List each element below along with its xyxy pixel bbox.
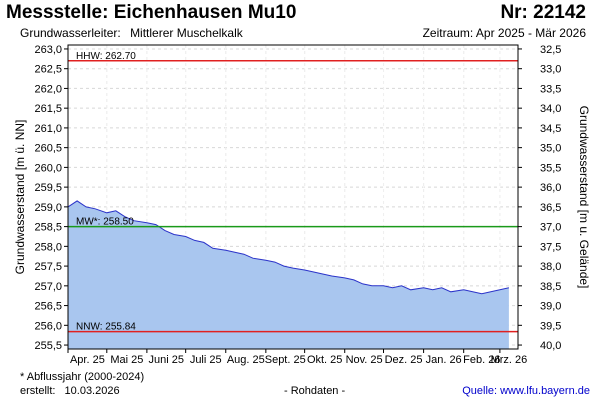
aquifer-info: Grundwasserleiter: Mittlerer Muschelkalk <box>20 26 243 40</box>
y-right-tick-label: 35,0 <box>540 143 561 155</box>
y-right-tick-label: 33,0 <box>540 64 561 76</box>
water-level-area <box>68 200 509 349</box>
y-left-tick-label: 261,5 <box>34 103 62 115</box>
axis-tick-labels: 255,5 256,0 256,5 257,0 257,5 258,0 258,5 259,0… <box>34 44 561 366</box>
station-number: Nr: 22142 <box>500 2 586 23</box>
y-right-tick-label: 35,5 <box>540 162 561 174</box>
aquifer-value: Mittlerer Muschelkalk <box>130 26 243 40</box>
nnw-label: NNW: 255.84 <box>76 322 136 333</box>
source-link[interactable]: Quelle: www.lfu.bayern.de <box>462 385 590 397</box>
y-left-tick-label: 256,0 <box>34 320 62 332</box>
x-tick-label: Nov. 25 <box>346 354 383 366</box>
reference-lines: HHW: 262.70 MW*: 258.50 NNW: 255.84 <box>68 51 518 333</box>
y-right-tick-label: 36,0 <box>540 182 561 194</box>
y-left-tick-label: 257,5 <box>34 261 62 273</box>
y-left-tick-label: 259,5 <box>34 182 62 194</box>
x-tick-label: Okt. 25 <box>307 354 342 366</box>
created-info: erstellt: 10.03.2026 <box>20 385 120 397</box>
y-left-tick-label: 255,5 <box>34 340 62 352</box>
hhw-label: HHW: 262.70 <box>76 51 136 62</box>
y-right-tick-label: 34,0 <box>540 103 561 115</box>
period-label: Zeitraum: Apr 2025 - Mär 2026 <box>422 26 586 40</box>
y-right-tick-label: 32,5 <box>540 44 561 56</box>
y-right-tick-label: 39,5 <box>540 320 561 332</box>
y-left-tick-label: 258,5 <box>34 222 62 234</box>
tick-marks <box>64 48 522 353</box>
y-left-tick-label: 258,0 <box>34 241 62 253</box>
y-left-tick-label: 263,0 <box>34 44 62 56</box>
y-left-tick-label: 262,0 <box>34 83 62 95</box>
x-tick-label: Mrz. 26 <box>491 354 528 366</box>
y-right-tick-label: 34,5 <box>540 123 561 135</box>
footnote: * Abflussjahr (2000-2024) <box>20 371 145 383</box>
y-left-tick-label: 257,0 <box>34 281 62 293</box>
x-tick-label: Feb. 26 <box>463 354 500 366</box>
y-right-tick-label: 33,5 <box>540 83 561 95</box>
y-right-tick-label: 40,0 <box>540 340 561 352</box>
x-tick-label: Jan. 26 <box>426 354 462 366</box>
x-tick-label: Apr. 25 <box>70 354 105 366</box>
plot-frame <box>67 44 519 350</box>
x-tick-label: Dez. 25 <box>385 354 423 366</box>
y-right-tick-label: 39,0 <box>540 301 561 313</box>
y-right-tick-label: 37,5 <box>540 241 561 253</box>
y-left-tick-label: 260,5 <box>34 143 62 155</box>
y-left-tick-label: 256,5 <box>34 301 62 313</box>
y-right-tick-label: 36,5 <box>540 202 561 214</box>
page-title: Messstelle: Eichenhausen Mu10 <box>6 2 297 23</box>
y-left-tick-label: 262,5 <box>34 64 62 76</box>
y-left-tick-label: 260,0 <box>34 162 62 174</box>
y-right-tick-label: 38,0 <box>540 261 561 273</box>
y-right-tick-label: 38,5 <box>540 281 561 293</box>
y-axis-right-label: Grundwasserstand [m u. Gelände] <box>577 106 591 289</box>
water-level-line <box>67 200 510 295</box>
raw-data-note: - Rohdaten - <box>284 385 346 397</box>
aquifer-label: Grundwasserleiter: <box>20 26 121 40</box>
y-right-tick-label: 37,0 <box>540 222 561 234</box>
y-left-tick-label: 259,0 <box>34 202 62 214</box>
x-tick-label: Mai 25 <box>110 354 143 366</box>
mw-label: MW*: 258.50 <box>76 217 134 228</box>
created-label: erstellt: <box>20 385 56 397</box>
x-tick-label: Sept. 25 <box>265 354 306 366</box>
x-tick-label: Juni 25 <box>149 354 184 366</box>
x-tick-label: Juli 25 <box>190 354 222 366</box>
y-left-tick-label: 261,0 <box>34 123 62 135</box>
x-tick-label: Aug. 25 <box>227 354 265 366</box>
y-axis-left-label: Grundwasserstand [m ü. NN] <box>13 120 27 275</box>
created-date: 10.03.2026 <box>64 385 120 397</box>
